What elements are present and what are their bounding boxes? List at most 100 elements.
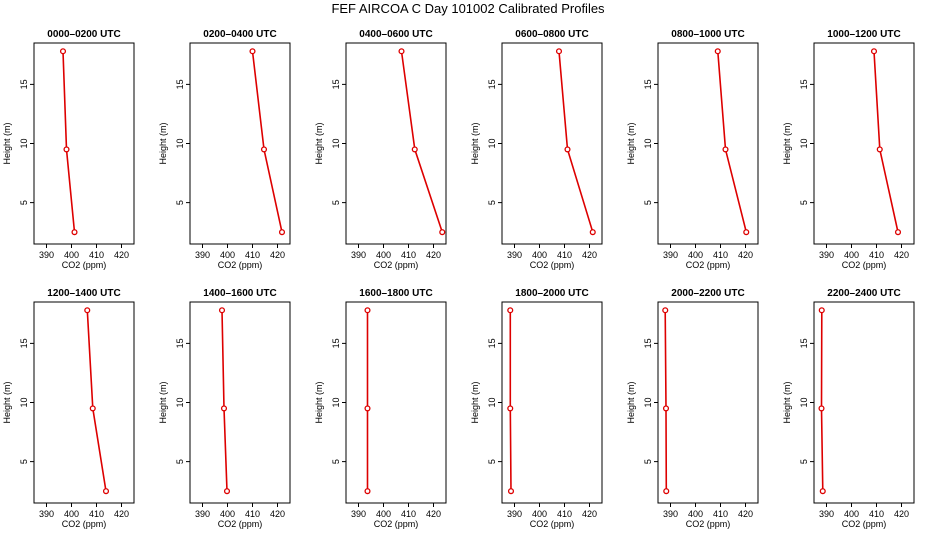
data-point: [364, 405, 371, 412]
figure-title: FEF AIRCOA C Day 101002 Calibrated Profi…: [331, 1, 605, 16]
y-tick-label: 10: [487, 397, 497, 407]
y-axis-label: Height (m): [314, 381, 324, 423]
x-tick-label: 390: [507, 509, 522, 519]
x-tick-label: 400: [220, 250, 235, 260]
y-axis-label: Height (m): [782, 381, 792, 423]
y-tick-label: 10: [19, 397, 29, 407]
data-point: [507, 307, 514, 314]
x-tick-label: 420: [270, 250, 285, 260]
profile-panel: 1600–1800 UTC 390 400 410 420 5 10 15 CO2 (ppm) H…: [314, 288, 447, 529]
x-tick-label: 400: [64, 509, 79, 519]
plot-frame: [657, 42, 759, 245]
y-tick-label: 5: [331, 200, 341, 205]
x-tick-label: 420: [114, 509, 129, 519]
panel-title: 1000–1200 UTC: [827, 29, 900, 40]
x-tick-label: 410: [401, 509, 416, 519]
plot-frame: [657, 301, 759, 504]
data-point: [876, 146, 883, 153]
panel-title: 2200–2400 UTC: [827, 288, 900, 299]
x-tick-label: 390: [663, 250, 678, 260]
plot-frame: [33, 301, 135, 504]
profile-panel: 0000–0200 UTC 390 400 410 420 5 10 15 CO2 (ppm) H…: [2, 29, 135, 270]
x-tick-label: 420: [582, 250, 597, 260]
x-tick-label: 390: [351, 509, 366, 519]
y-axis-label: Height (m): [626, 122, 636, 164]
x-axis-label: CO2 (ppm): [374, 519, 419, 529]
x-axis-label: CO2 (ppm): [62, 260, 107, 270]
y-axis-label: Height (m): [2, 122, 12, 164]
y-tick-label: 15: [643, 338, 653, 348]
profile-line: [221, 310, 228, 492]
x-tick-label: 410: [869, 250, 884, 260]
data-point: [662, 307, 669, 314]
data-point: [564, 146, 571, 153]
x-axis-label: CO2 (ppm): [530, 260, 575, 270]
x-tick-label: 400: [688, 509, 703, 519]
y-tick-label: 10: [487, 138, 497, 148]
profile-line: [251, 51, 283, 233]
data-point: [819, 488, 826, 495]
y-tick-label: 15: [799, 79, 809, 89]
y-tick-label: 10: [643, 397, 653, 407]
x-tick-label: 420: [894, 509, 909, 519]
data-point: [555, 48, 563, 55]
x-axis-label: CO2 (ppm): [62, 519, 107, 529]
x-axis-label: CO2 (ppm): [218, 260, 263, 270]
data-point: [223, 488, 231, 495]
panel-title: 0800–1000 UTC: [671, 29, 744, 40]
y-tick-label: 10: [799, 397, 809, 407]
x-axis-label: CO2 (ppm): [530, 519, 575, 529]
data-point: [102, 488, 110, 495]
y-tick-label: 10: [799, 138, 809, 148]
profile-line: [86, 310, 107, 492]
x-tick-label: 400: [532, 509, 547, 519]
x-tick-label: 390: [819, 509, 834, 519]
data-point: [722, 146, 729, 153]
data-point: [59, 48, 67, 55]
data-point: [364, 307, 371, 314]
profile-panel: 2000–2200 UTC 390 400 410 420 5 10 15 CO2 (ppm) H…: [626, 288, 759, 529]
x-tick-label: 420: [426, 250, 441, 260]
panel-title: 1200–1400 UTC: [47, 288, 120, 299]
profile-line: [873, 51, 899, 233]
profile-panel: 1400–1600 UTC 390 400 410 420 5 10 15 CO2 (ppm) H…: [158, 288, 291, 529]
data-point: [589, 229, 596, 236]
data-point: [662, 405, 670, 412]
x-tick-label: 410: [89, 509, 104, 519]
profile-line: [62, 51, 76, 233]
y-axis-label: Height (m): [158, 381, 168, 423]
x-tick-label: 420: [582, 509, 597, 519]
data-point: [663, 488, 670, 495]
y-tick-label: 10: [175, 138, 185, 148]
panel-title: 0200–0400 UTC: [203, 29, 276, 40]
data-point: [743, 229, 750, 236]
y-tick-label: 5: [19, 200, 29, 205]
y-tick-label: 15: [175, 79, 185, 89]
plot-frame: [345, 42, 447, 245]
profile-panel: 0800–1000 UTC 390 400 410 420 5 10 15 CO2 (ppm) H…: [626, 29, 759, 270]
data-point: [818, 405, 825, 412]
data-point: [714, 48, 721, 55]
x-tick-label: 400: [844, 509, 859, 519]
data-point: [278, 229, 286, 236]
y-tick-label: 15: [331, 338, 341, 348]
y-tick-label: 10: [331, 397, 341, 407]
data-point: [84, 307, 91, 314]
data-point: [507, 488, 515, 495]
x-tick-label: 400: [844, 250, 859, 260]
panel-title: 0600–0800 UTC: [515, 29, 588, 40]
x-tick-label: 410: [401, 250, 416, 260]
profile-line: [400, 51, 444, 233]
x-axis-label: CO2 (ppm): [686, 260, 731, 270]
profile-panel: 0400–0600 UTC 390 400 410 420 5 10 15 CO2 (ppm) H…: [314, 29, 447, 270]
x-tick-label: 400: [688, 250, 703, 260]
profile-panel: 1000–1200 UTC 390 400 410 420 5 10 15 CO2 (ppm) H…: [782, 29, 915, 270]
y-tick-label: 5: [643, 459, 653, 464]
x-tick-label: 390: [195, 509, 210, 519]
x-tick-label: 390: [39, 250, 54, 260]
y-tick-label: 5: [487, 200, 497, 205]
data-point: [818, 307, 825, 314]
plot-frame: [345, 301, 447, 504]
x-tick-label: 410: [869, 509, 884, 519]
